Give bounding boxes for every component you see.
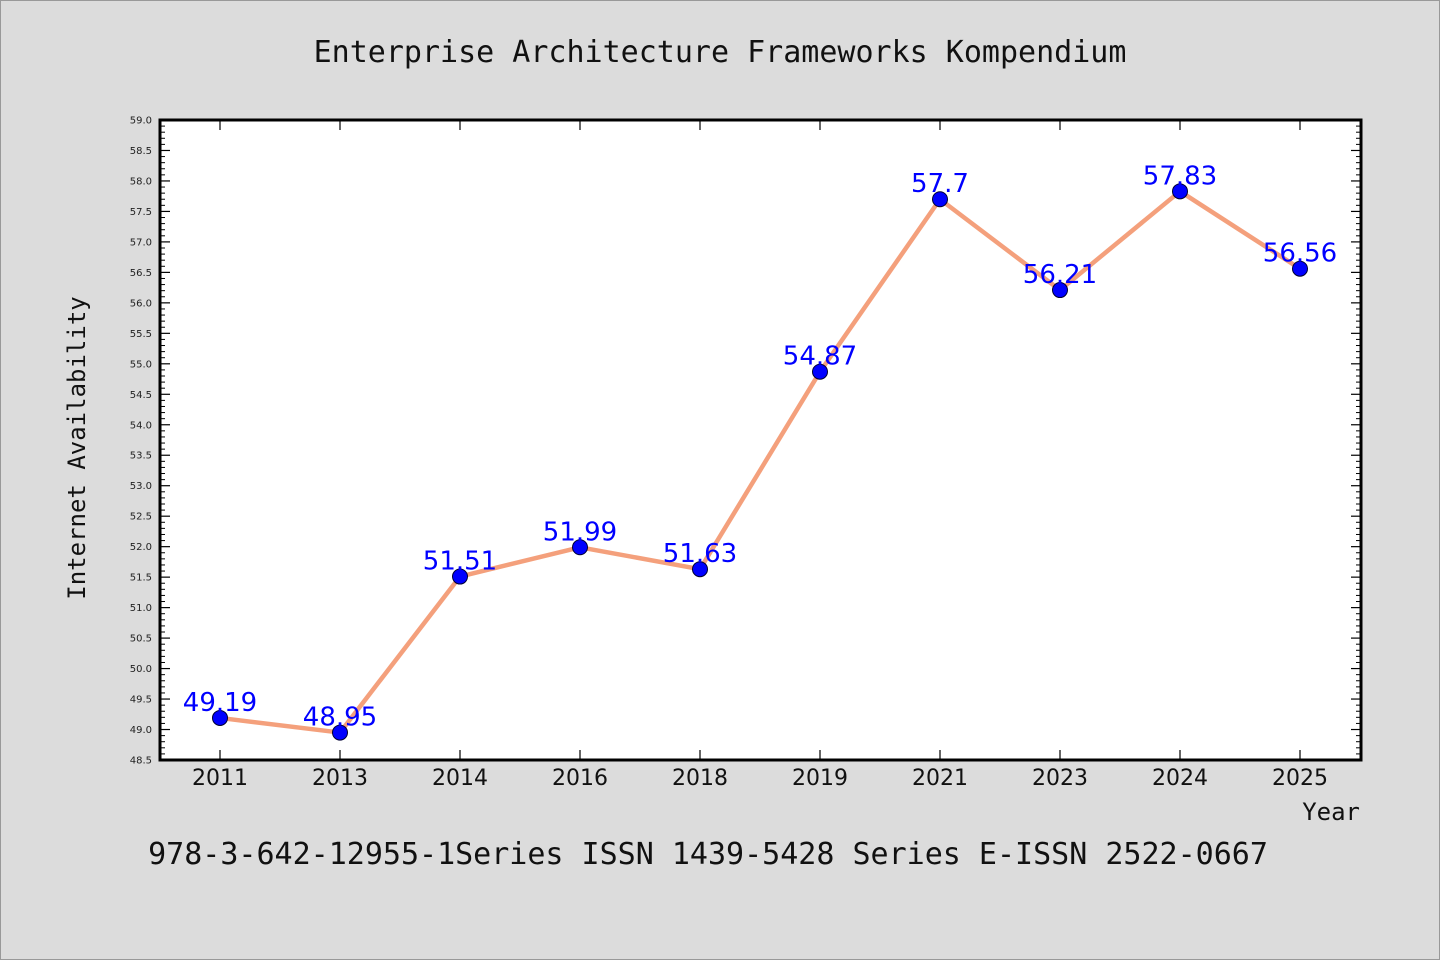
- y-tick-label: 50.5: [130, 634, 152, 645]
- x-axis: 2011 2013 2014 2016 2018 2019 2021 2023 2024 2025: [192, 120, 1328, 791]
- x-tick-label: 2016: [552, 766, 608, 791]
- y-tick-label: 55.0: [130, 359, 152, 370]
- y-tick-label: 51.5: [130, 573, 152, 584]
- x-tick-label: 2021: [912, 766, 968, 791]
- y-tick-label: 52.0: [130, 542, 152, 553]
- y-tick-label: 54.0: [130, 420, 152, 431]
- chart-title: Enterprise Architecture Frameworks Kompe…: [314, 35, 1127, 70]
- x-tick-label: 2014: [432, 766, 488, 791]
- y-tick-label: 48.5: [130, 756, 152, 767]
- x-tick-label: 2023: [1032, 766, 1088, 791]
- y-tick-label: 50.0: [130, 664, 152, 675]
- data-point: [932, 191, 948, 208]
- data-label: 57.7: [911, 169, 969, 199]
- y-tick-label: 53.0: [130, 481, 152, 492]
- y-tick-label: 55.5: [130, 329, 152, 340]
- series-line-layer: [219, 189, 1302, 735]
- y-tick-label: 59.0: [130, 116, 152, 127]
- x-tick-label: 2024: [1152, 766, 1208, 791]
- data-point: [452, 568, 468, 585]
- data-point: [212, 709, 228, 726]
- y-tick-label: 51.0: [130, 603, 152, 614]
- y-axis-label: Internet Availability: [63, 296, 91, 599]
- data-point: [332, 724, 348, 741]
- data-point: [572, 539, 588, 556]
- data-point: [1052, 282, 1068, 299]
- plot-frame: [158, 118, 1363, 762]
- y-tick-label: 57.0: [130, 237, 152, 248]
- y-tick-label: 52.5: [130, 512, 152, 523]
- y-tick-label: 56.5: [130, 268, 152, 279]
- x-tick-label: 2019: [792, 766, 848, 791]
- x-axis-label: Year: [1302, 798, 1360, 826]
- data-label: 56.21: [1023, 260, 1097, 290]
- data-label: 51.99: [543, 517, 617, 547]
- x-tick-label: 2011: [192, 766, 248, 791]
- data-point: [1292, 260, 1308, 277]
- y-tick-label: 49.5: [130, 695, 152, 706]
- y-tick-label: 53.5: [130, 451, 152, 462]
- data-markers: [212, 183, 1308, 741]
- data-label: 57.83: [1143, 161, 1217, 191]
- x-tick-label: 2013: [312, 766, 368, 791]
- x-tick-label: 2025: [1272, 766, 1328, 791]
- y-tick-label: 58.5: [130, 146, 152, 157]
- plot-area: [160, 120, 1361, 760]
- y-tick-label: 54.5: [130, 390, 152, 401]
- y-tick-label: 56.0: [130, 298, 152, 309]
- y-tick-label: 58.0: [130, 176, 152, 187]
- data-label: 54.87: [783, 342, 857, 372]
- data-label: 49.19: [183, 688, 257, 718]
- data-label: 51.51: [423, 547, 497, 577]
- y-axis: 48.5 49.0 49.5 50.0 50.5 51.0 51.5 52.0 52.5 53.0…: [130, 116, 1361, 767]
- data-point: [1172, 183, 1188, 200]
- series-line: [219, 189, 1302, 735]
- y-tick-label: 49.0: [130, 725, 152, 736]
- data-labels: 49.19 48.95 51.51 51.99 51.63 54.87 57.7 56.21 5…: [183, 161, 1337, 732]
- data-label: 56.56: [1263, 239, 1337, 269]
- data-point: [812, 363, 828, 380]
- y-tick-label: 57.5: [130, 207, 152, 218]
- x-tick-label: 2018: [672, 766, 728, 791]
- footer-isbn-text: 978-3-642-12955-1Series ISSN 1439-5428 S…: [148, 837, 1268, 872]
- data-label: 48.95: [303, 703, 377, 733]
- data-point: [692, 561, 708, 578]
- data-label: 51.63: [663, 539, 737, 569]
